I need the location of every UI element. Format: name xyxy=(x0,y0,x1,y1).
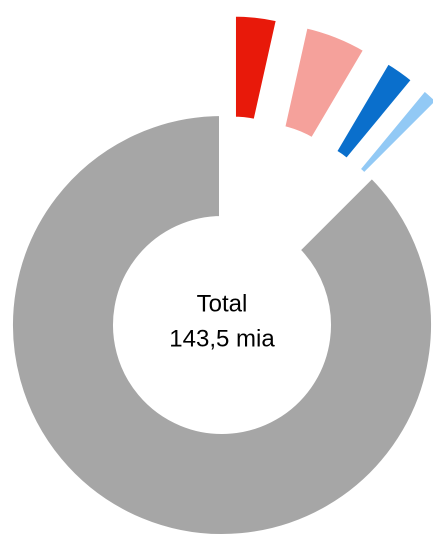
donut-segment xyxy=(352,83,433,181)
center-value: 143,5 mia xyxy=(169,325,275,352)
donut-segment xyxy=(7,109,433,536)
donut-segment xyxy=(278,21,371,145)
center-label: Total xyxy=(197,290,248,317)
donut-segment xyxy=(229,10,283,126)
donut-segment xyxy=(329,56,419,166)
